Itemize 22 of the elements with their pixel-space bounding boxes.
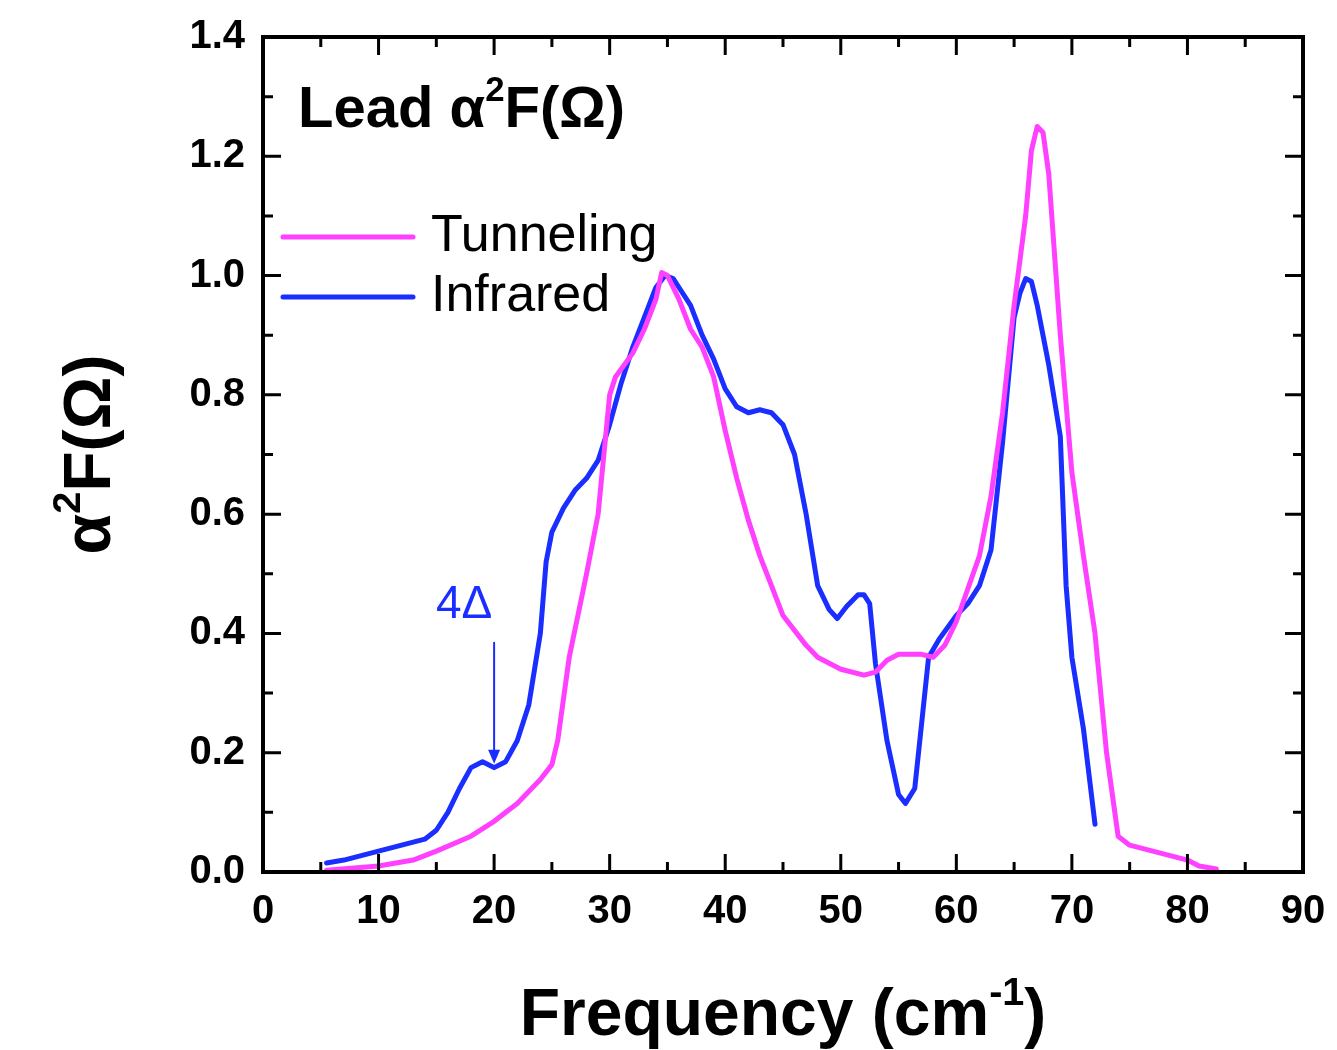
y-tick-label: 0.2 <box>189 727 245 772</box>
y-axis-title: α2F(Ω) <box>44 354 124 555</box>
y-tick-label: 1.4 <box>189 12 246 57</box>
x-tick-label: 40 <box>702 887 748 932</box>
y-tick-label: 0.8 <box>189 369 245 414</box>
legend-label: Infrared <box>431 264 611 323</box>
y-tick-label: 0.0 <box>189 847 245 892</box>
x-tick-label: 90 <box>1280 887 1326 932</box>
x-tick-label: 30 <box>587 887 632 932</box>
y-tick-label: 0.6 <box>189 489 245 534</box>
x-tick-label: 10 <box>356 887 401 932</box>
annotation: 4Δ <box>435 575 493 628</box>
y-tick-label: 1.0 <box>189 250 245 295</box>
x-tick-label: 70 <box>1049 887 1095 932</box>
x-tick-label: 50 <box>818 887 864 932</box>
x-tick-label: 80 <box>1165 887 1210 932</box>
x-tick-label: 0 <box>251 887 275 932</box>
y-tick-label: 1.2 <box>189 131 245 176</box>
y-tick-label: 0.4 <box>189 608 246 653</box>
x-tick-label: 60 <box>934 887 979 932</box>
x-tick-label: 20 <box>471 887 517 932</box>
legend-label: Tunneling <box>431 204 658 263</box>
